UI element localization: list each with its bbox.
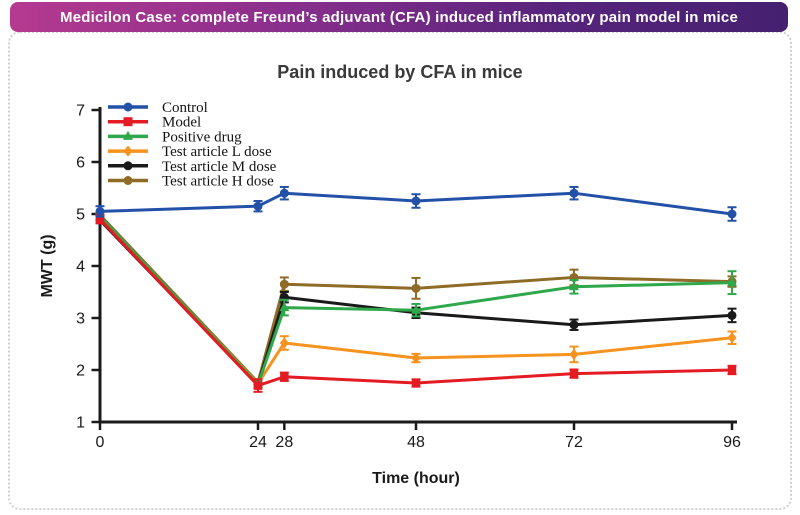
circle-marker-icon — [569, 188, 579, 198]
x-tick-label: 96 — [723, 434, 741, 451]
triangle-marker-icon — [411, 304, 421, 314]
square-marker-icon — [95, 215, 105, 224]
y-tick-label: 6 — [76, 155, 85, 172]
case-banner: Medicilon Case: complete Freund’s adjuva… — [10, 2, 788, 32]
square-marker-icon — [411, 378, 421, 388]
circle-marker-icon — [123, 176, 133, 185]
triangle-marker-icon — [569, 281, 579, 291]
banner-title: Medicilon Case: complete Freund’s adjuva… — [60, 8, 738, 26]
diamond-marker-icon — [727, 332, 737, 344]
square-marker-icon — [727, 365, 737, 375]
x-tick-label: 72 — [565, 434, 583, 451]
series-line — [98, 217, 734, 388]
x-tick-label: 0 — [96, 434, 105, 451]
legend-item-test-article-m-dose: Test article M dose — [108, 159, 277, 175]
series-model — [95, 214, 737, 393]
legend-item-positive-drug: Positive drug — [108, 129, 242, 145]
circle-marker-icon — [727, 310, 737, 320]
legend-item-model: Model — [108, 115, 201, 131]
legend-label: Model — [162, 115, 201, 131]
legend-item-test-article-h-dose: Test article H dose — [108, 174, 274, 190]
chart-title: Pain induced by CFA in mice — [277, 62, 522, 82]
circle-marker-icon — [279, 188, 289, 198]
triangle-marker-icon — [727, 277, 737, 287]
circle-marker-icon — [569, 320, 579, 330]
circle-marker-icon — [253, 201, 263, 211]
y-tick-label: 4 — [76, 259, 85, 276]
y-tick-label: 2 — [76, 363, 85, 380]
square-marker-icon — [253, 381, 263, 390]
circle-marker-icon — [411, 283, 421, 293]
y-tick-label: 5 — [76, 207, 85, 224]
circle-marker-icon — [279, 279, 289, 289]
x-axis-title: Time (hour) — [372, 470, 460, 487]
legend-label: Test article M dose — [162, 159, 277, 175]
series-line — [98, 191, 734, 216]
triangle-marker-icon — [123, 130, 133, 140]
diamond-marker-icon — [411, 352, 421, 364]
square-marker-icon — [280, 372, 289, 381]
y-tick-label: 7 — [76, 103, 85, 120]
legend-label: Control — [162, 100, 208, 116]
diamond-marker-icon — [123, 145, 133, 157]
y-axis-title: MWT (g) — [39, 234, 56, 297]
circle-marker-icon — [727, 209, 737, 219]
legend-item-control: Control — [108, 100, 208, 116]
legend-label: Test article L dose — [162, 144, 272, 160]
series-layer — [95, 185, 737, 393]
square-marker-icon — [569, 369, 579, 378]
x-tick-label: 28 — [275, 434, 293, 451]
case-card — [8, 31, 792, 510]
axes: 1 2 3 4 5 6 7 0 24 28 48 72 96 — [76, 103, 741, 452]
y-tick-label: 3 — [76, 311, 85, 328]
circle-marker-icon — [123, 161, 133, 171]
circle-marker-icon — [123, 102, 133, 112]
circle-marker-icon — [411, 196, 421, 206]
legend-label: Test article H dose — [162, 174, 274, 190]
y-tick-label: 1 — [76, 415, 85, 432]
legend-item-test-article-l-dose: Test article L dose — [108, 144, 272, 160]
x-tick-label: 24 — [249, 434, 267, 451]
triangle-marker-icon — [279, 302, 290, 312]
diamond-marker-icon — [569, 348, 579, 360]
series-control — [95, 185, 737, 222]
legend-label: Positive drug — [162, 129, 242, 145]
square-marker-icon — [123, 117, 133, 127]
diamond-marker-icon — [279, 337, 289, 349]
circle-marker-icon — [95, 206, 105, 216]
x-tick-label: 48 — [407, 434, 425, 451]
series-test-article-l-dose — [95, 212, 737, 390]
